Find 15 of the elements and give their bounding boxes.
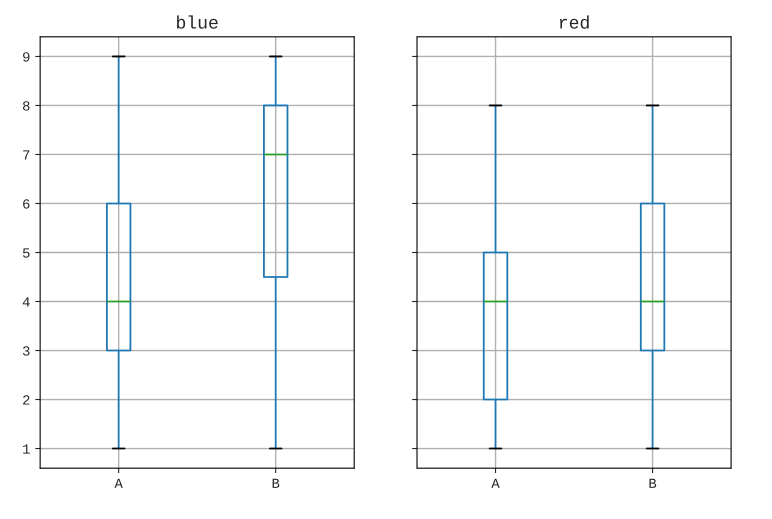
y-tick-label: 4 <box>22 297 30 307</box>
y-tick-label: 6 <box>23 199 30 209</box>
y-tick-label: 7 <box>23 150 30 160</box>
y-tick-label: 3 <box>22 346 30 356</box>
x-tick-label: A <box>114 478 123 488</box>
y-tick-label: 2 <box>23 395 30 405</box>
x-tick-label: B <box>272 478 280 488</box>
x-tick-label: B <box>650 478 656 488</box>
chart-title: red <box>560 15 589 29</box>
y-tick-label: 8 <box>22 101 30 111</box>
y-tick-label: 9 <box>23 52 30 62</box>
x-tick-label: A <box>491 478 500 488</box>
y-tick-label: 1 <box>23 444 30 454</box>
y-tick-label: 5 <box>22 248 30 258</box>
chart-title: blue <box>177 15 218 29</box>
